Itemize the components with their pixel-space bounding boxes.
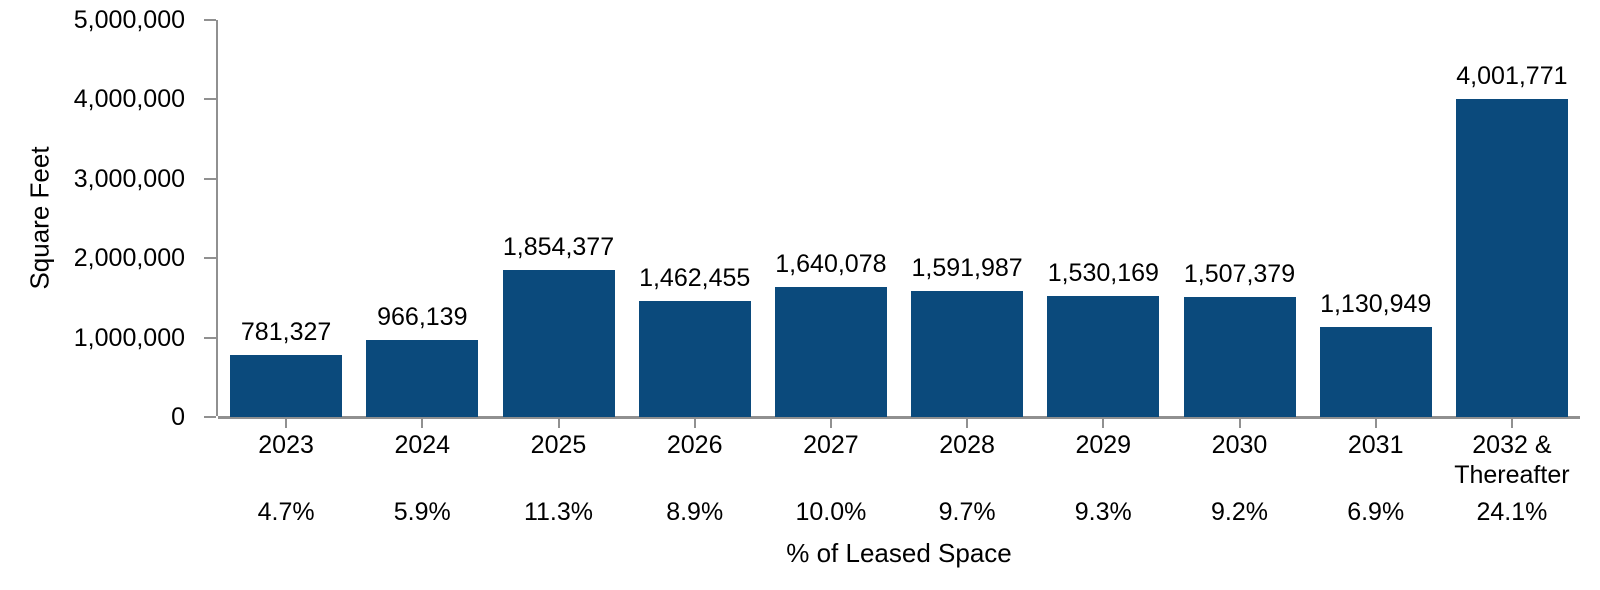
x-tick-mark [1374, 419, 1377, 428]
bar-value-label: 1,507,379 [1183, 260, 1296, 289]
pct-label: 5.9% [393, 498, 451, 526]
pct-label: 6.9% [1347, 498, 1405, 526]
bar-2030 [1183, 297, 1296, 417]
y-tick-mark [204, 177, 216, 180]
category-label: 2027 [803, 431, 859, 459]
bar-value-label: 4,001,771 [1456, 62, 1568, 91]
bar-2024 [366, 340, 479, 417]
y-tick-label: 3,000,000 [73, 164, 185, 193]
x-tick-mark [829, 419, 832, 428]
category-label: 2028 [939, 431, 995, 459]
x-axis-title: % of Leased Space [786, 538, 1012, 568]
y-tick-mark [204, 98, 216, 101]
bar-value-label: 781,327 [240, 317, 332, 346]
category-label: 2023 [258, 431, 314, 459]
bar-value-label: 1,530,169 [1047, 258, 1159, 287]
category-label: 2024 [394, 431, 451, 459]
bar-value-label: 1,462,455 [639, 263, 751, 292]
bar-2026 [638, 300, 751, 417]
y-tick-mark [204, 257, 216, 260]
y-tick-label: 5,000,000 [73, 6, 185, 34]
x-tick-mark [966, 419, 969, 428]
category-label: 2026 [666, 431, 723, 459]
x-axis-line [218, 416, 1580, 419]
y-tick-label: 0 [171, 403, 185, 431]
y-tick-mark [204, 336, 216, 339]
y-tick-label: 4,000,000 [73, 85, 185, 114]
x-tick-mark [693, 419, 696, 428]
bar-2031 [1319, 327, 1432, 417]
bar-2032 [1455, 99, 1568, 417]
bar-value-label: 1,854,377 [502, 232, 615, 261]
bar-value-label: 1,130,949 [1320, 290, 1432, 319]
x-tick-mark [1238, 419, 1241, 428]
x-tick-mark [421, 419, 424, 428]
bar-value-label: 966,139 [377, 303, 468, 332]
category-label: 2030 [1211, 431, 1268, 459]
bar-2025 [502, 269, 615, 417]
x-tick-mark [1102, 419, 1105, 428]
pct-label: 9.2% [1210, 498, 1268, 526]
pct-label: 9.7% [938, 498, 996, 526]
pct-label: 9.3% [1074, 498, 1132, 526]
y-axis-line [216, 20, 218, 416]
x-tick-mark [1510, 419, 1513, 428]
category-label: 2029 [1075, 431, 1132, 459]
pct-label: 4.7% [257, 498, 315, 526]
y-tick-mark [204, 416, 216, 418]
bar-2028 [911, 290, 1024, 417]
bar-value-label: 1,640,078 [775, 249, 887, 278]
pct-label: 24.1% [1476, 498, 1548, 526]
pct-label: 10.0% [795, 498, 867, 526]
y-tick-label: 2,000,000 [73, 244, 185, 273]
bar-2029 [1047, 295, 1160, 417]
pct-label: 8.9% [666, 498, 724, 526]
x-tick-mark [557, 419, 560, 428]
y-tick-label: 1,000,000 [73, 323, 185, 352]
bar-2023 [230, 354, 343, 417]
x-tick-mark [285, 419, 288, 428]
category-label: 2025 [530, 431, 587, 459]
bar-value-label: 1,591,987 [911, 253, 1023, 282]
y-tick-mark [204, 19, 216, 21]
category-label: 2032 & Thereafter [1454, 431, 1570, 489]
category-label: 2031 [1347, 431, 1404, 459]
bar-2027 [774, 286, 887, 417]
pct-label: 11.3% [523, 498, 593, 526]
